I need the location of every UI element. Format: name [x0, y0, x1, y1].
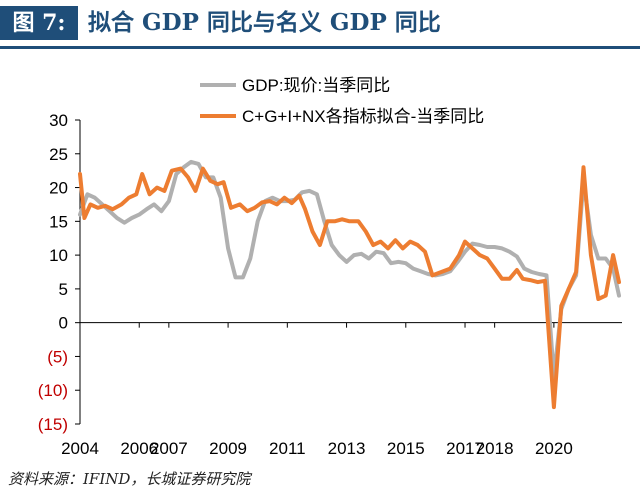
y-tick-label: (15)	[38, 415, 68, 434]
source-note: 资料来源：IFIND，长城证券研究院	[8, 470, 251, 488]
y-tick-label: 0	[59, 314, 68, 333]
figure-title: 拟合 GDP 同比与名义 GDP 同比	[88, 9, 441, 36]
y-tick-label: 10	[49, 246, 68, 265]
series-line-fit	[78, 165, 621, 410]
y-tick-label: (10)	[38, 381, 68, 400]
x-tick-label: 2020	[535, 439, 573, 458]
x-tick-label: 2013	[328, 439, 366, 458]
y-tick-label: 15	[49, 212, 68, 231]
x-tick-label: 2015	[387, 439, 425, 458]
series-line-gdp	[78, 159, 621, 379]
legend-label-gdp: GDP:现价:当季同比	[242, 76, 390, 95]
y-tick-label: (5)	[47, 347, 68, 366]
header-divider	[0, 46, 640, 49]
figure-number-label: 图 7:	[0, 6, 78, 40]
legend-label-fit: C+G+I+NX各指标拟合-当季同比	[242, 107, 484, 126]
line-chart: GDP:现价:当季同比 C+G+I+NX各指标拟合-当季同比 302520151…	[38, 76, 622, 458]
x-tick-label: 2007	[150, 439, 188, 458]
y-tick-label: 30	[49, 111, 68, 130]
y-tick-label: 20	[49, 179, 68, 198]
y-tick-label: 25	[49, 145, 68, 164]
x-tick-label: 2011	[269, 439, 306, 458]
y-tick-label: 5	[59, 280, 68, 299]
x-tick-label: 2009	[209, 439, 247, 458]
x-tick-label: 2006	[120, 439, 158, 458]
chart-legend: GDP:现价:当季同比 C+G+I+NX各指标拟合-当季同比	[200, 76, 484, 126]
x-tick-label: 2017	[446, 439, 484, 458]
x-tick-label: 2018	[476, 439, 514, 458]
x-tick-label: 2004	[61, 439, 99, 458]
figure-header: 图 7: 拟合 GDP 同比与名义 GDP 同比	[0, 0, 640, 46]
series-layer	[78, 159, 621, 410]
